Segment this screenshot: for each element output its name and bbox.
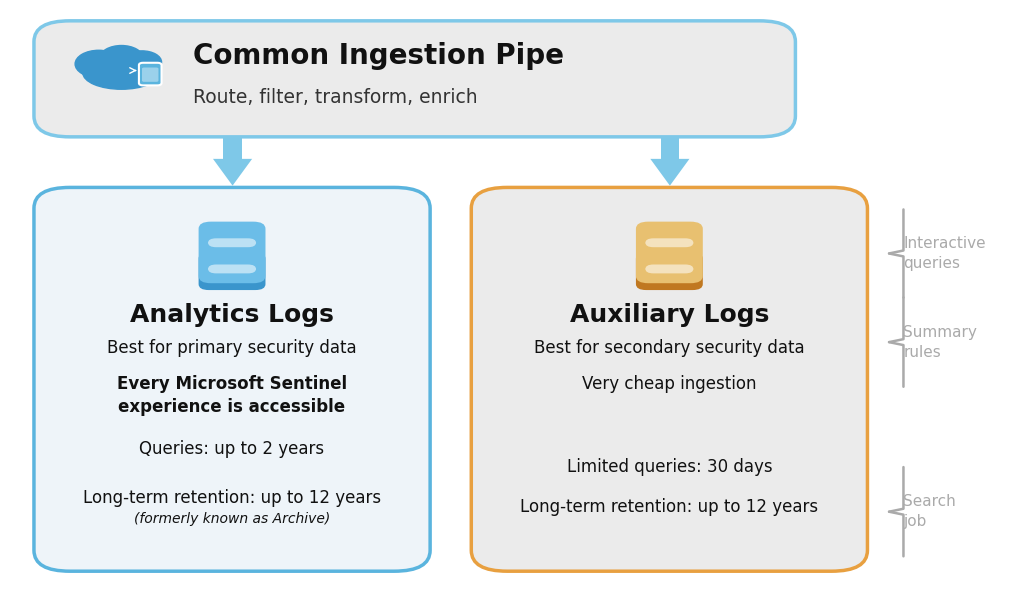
Text: Auxiliary Logs: Auxiliary Logs [570,303,769,327]
Text: Every Microsoft Sentinel
experience is accessible: Every Microsoft Sentinel experience is a… [117,375,347,416]
Circle shape [100,45,143,70]
Text: Limited queries: 30 days: Limited queries: 30 days [567,458,772,476]
Text: Queries: up to 2 years: Queries: up to 2 years [140,440,324,458]
Polygon shape [661,137,679,159]
FancyBboxPatch shape [645,265,694,273]
FancyBboxPatch shape [208,265,256,273]
Circle shape [75,51,122,77]
Polygon shape [650,159,689,186]
Text: (formerly known as Archive): (formerly known as Archive) [134,512,330,526]
FancyBboxPatch shape [208,239,256,247]
FancyBboxPatch shape [471,187,867,571]
Text: Best for primary security data: Best for primary security data [107,339,357,357]
Text: Search
job: Search job [903,494,956,529]
Text: Long-term retention: up to 12 years: Long-term retention: up to 12 years [83,489,381,507]
FancyBboxPatch shape [34,187,430,571]
Polygon shape [223,137,242,159]
FancyBboxPatch shape [34,21,795,137]
Text: Summary
rules: Summary rules [903,325,978,359]
FancyBboxPatch shape [636,252,703,290]
Text: Long-term retention: up to 12 years: Long-term retention: up to 12 years [521,498,818,516]
Text: Interactive
queries: Interactive queries [903,236,986,271]
Text: Analytics Logs: Analytics Logs [130,303,334,327]
Text: Route, filter, transform, enrich: Route, filter, transform, enrich [193,89,478,107]
FancyBboxPatch shape [199,221,265,283]
FancyBboxPatch shape [199,252,265,290]
Ellipse shape [83,57,161,89]
FancyBboxPatch shape [142,67,158,82]
FancyBboxPatch shape [645,239,694,247]
Polygon shape [213,159,252,186]
Text: Very cheap ingestion: Very cheap ingestion [582,375,756,393]
Text: Common Ingestion Pipe: Common Ingestion Pipe [193,42,565,70]
FancyBboxPatch shape [636,221,703,283]
Circle shape [122,51,162,73]
FancyBboxPatch shape [139,62,162,85]
Text: Best for secondary security data: Best for secondary security data [534,339,805,357]
